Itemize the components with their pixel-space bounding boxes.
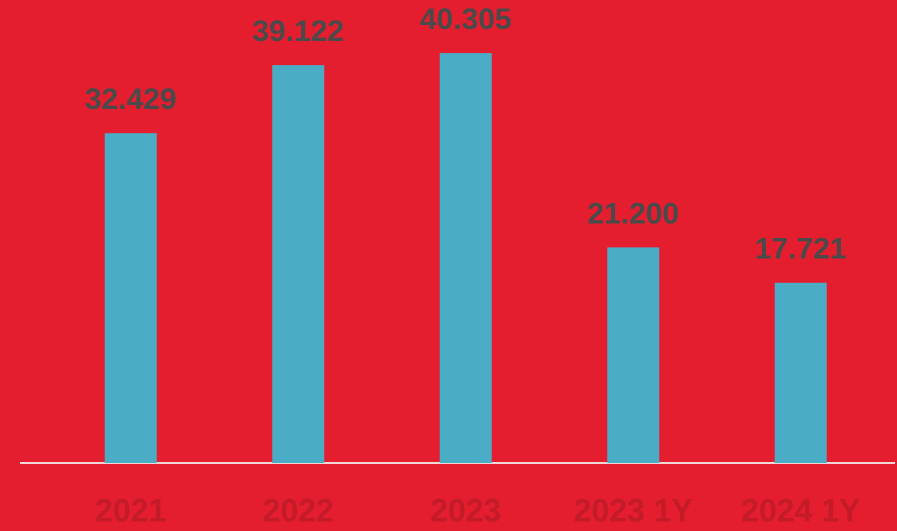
bar: [104, 133, 157, 463]
x-tick-label: 2023 1Y: [574, 492, 693, 528]
x-tick-label: 2021: [95, 492, 166, 528]
data-label: 32.429: [85, 83, 177, 116]
data-label: 40.305: [420, 3, 512, 36]
data-label: 21.200: [587, 197, 679, 230]
data-label: 39.122: [252, 15, 344, 48]
bar: [607, 247, 660, 463]
x-tick-label: 2023: [430, 492, 501, 528]
data-label: 17.721: [755, 233, 847, 266]
x-tick-label: 2024 1Y: [741, 492, 860, 528]
bar: [774, 282, 827, 463]
x-tick-label: 2022: [263, 492, 334, 528]
bar: [439, 53, 492, 464]
bar: [272, 65, 325, 463]
